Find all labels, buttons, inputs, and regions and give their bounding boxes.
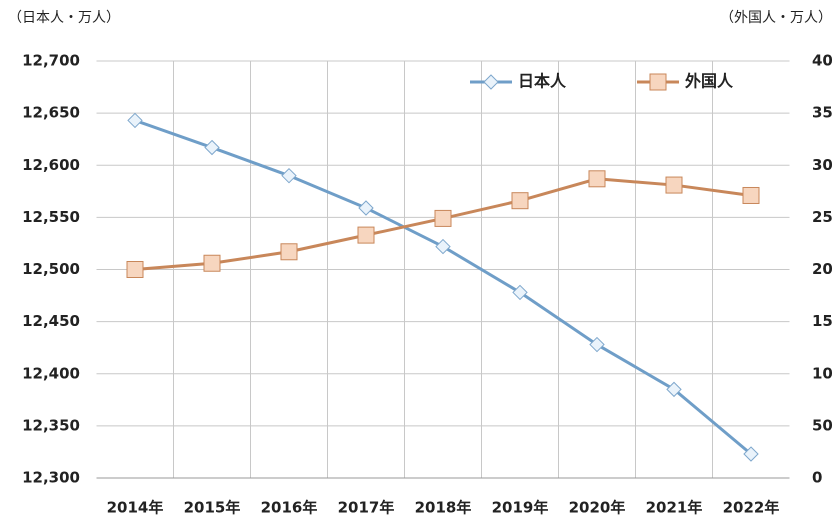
point xyxy=(203,254,221,272)
y-tick-label: 12,650 xyxy=(22,104,80,122)
point xyxy=(204,139,220,156)
y-tick-label: 12,600 xyxy=(22,156,80,174)
y-axis-label: （日本人・万人） xyxy=(8,10,120,26)
y2-tick-label: 50 xyxy=(812,416,832,434)
point xyxy=(588,170,606,188)
x-tick-label: 2019年 xyxy=(492,499,549,517)
legend-label: 外国人 xyxy=(684,72,734,91)
point xyxy=(665,176,683,194)
point xyxy=(280,243,298,261)
y2-tick-label: 0 xyxy=(812,469,822,487)
y2-tick-label: 100 xyxy=(812,364,832,382)
point xyxy=(666,381,682,398)
y2-tick-label: 150 xyxy=(812,312,832,330)
y-tick-label: 12,400 xyxy=(22,364,80,382)
y2-tick-label: 300 xyxy=(812,156,832,174)
x-tick-label: 2014年 xyxy=(107,499,164,517)
x-tick-label: 2021年 xyxy=(646,499,703,517)
point xyxy=(434,209,452,227)
legend-marker xyxy=(649,73,667,91)
point xyxy=(511,192,529,210)
x-tick-label: 2022年 xyxy=(723,499,780,517)
legend-marker xyxy=(483,74,499,90)
x-tick-label: 2020年 xyxy=(569,499,626,517)
point xyxy=(589,336,605,353)
point xyxy=(126,261,144,278)
point xyxy=(127,112,143,129)
y2-tick-label: 400 xyxy=(812,52,832,70)
x-tick-label: 2015年 xyxy=(184,499,241,517)
y2-tick-label: 350 xyxy=(812,104,832,122)
y-tick-label: 12,300 xyxy=(22,469,80,487)
x-tick-label: 2016年 xyxy=(261,499,318,517)
point xyxy=(357,226,375,244)
point xyxy=(742,186,760,204)
x-tick-label: 2017年 xyxy=(338,499,395,517)
y2-axis-label: （外国人・万人） xyxy=(720,10,832,26)
y-tick-label: 12,350 xyxy=(22,416,80,434)
y-tick-label: 12,450 xyxy=(22,312,80,330)
point xyxy=(281,167,297,184)
point xyxy=(358,200,374,216)
series-line xyxy=(134,119,752,456)
y2-tick-label: 250 xyxy=(812,208,832,226)
y-tick-label: 12,700 xyxy=(22,52,80,70)
y-tick-label: 12,550 xyxy=(22,208,80,226)
y-tick-label: 12,500 xyxy=(22,260,80,278)
y2-tick-label: 200 xyxy=(812,260,832,278)
legend-label: 日本人 xyxy=(518,72,567,91)
point xyxy=(512,284,528,301)
point xyxy=(435,238,451,255)
x-tick-label: 2018年 xyxy=(415,499,472,517)
point xyxy=(743,446,759,462)
